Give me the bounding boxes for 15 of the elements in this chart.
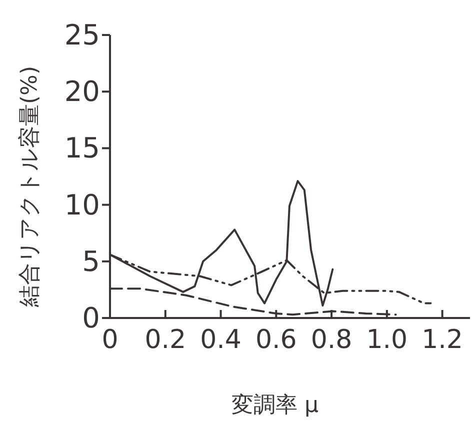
y-tick-label: 0: [82, 302, 100, 334]
y-tick-label: 10: [64, 188, 100, 222]
x-tick-label: 0: [102, 325, 118, 355]
x-tick-label: 1.0: [366, 325, 408, 355]
x-tick-label: 0.4: [200, 325, 242, 355]
y-tick-label: 5: [82, 244, 100, 278]
y-tick-label: 20: [64, 75, 100, 108]
x-tick-label: 0.8: [310, 325, 352, 355]
x-axis-title: 変調率 μ: [232, 393, 318, 418]
x-tick-label: 0.6: [255, 325, 297, 355]
y-tick-label: 25: [64, 18, 100, 52]
y-tick-label: 15: [64, 132, 100, 165]
x-tick-label: 0.2: [144, 325, 186, 355]
x-tick-label: 1.2: [422, 325, 463, 355]
y-axis-title: 結合リアクトル容量(%): [18, 66, 42, 308]
